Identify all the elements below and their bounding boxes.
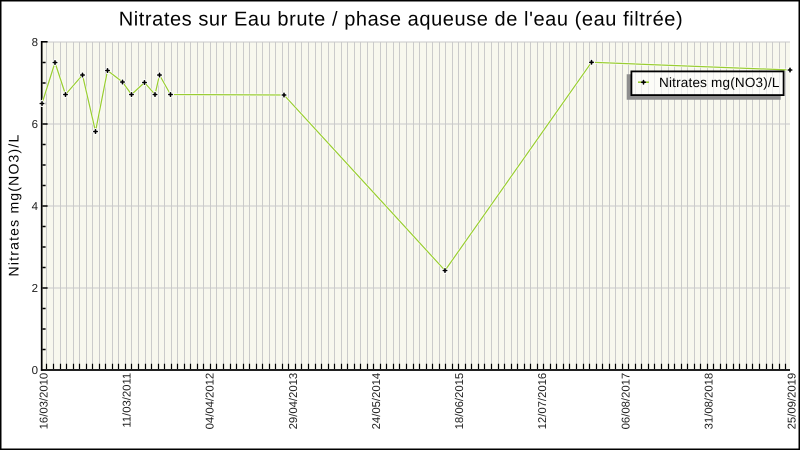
- svg-text:0: 0: [32, 365, 38, 377]
- svg-text:16/03/2010: 16/03/2010: [39, 373, 51, 430]
- svg-text:25/09/2019: 25/09/2019: [787, 373, 799, 430]
- svg-text:06/08/2017: 06/08/2017: [620, 373, 632, 430]
- svg-text:Nitrates mg(NO3)/L: Nitrates mg(NO3)/L: [6, 134, 22, 277]
- svg-text:Nitrates sur Eau brute / phase: Nitrates sur Eau brute / phase aqueuse d…: [119, 9, 683, 31]
- svg-text:4: 4: [32, 201, 39, 213]
- svg-text:6: 6: [32, 119, 38, 131]
- svg-text:04/04/2012: 04/04/2012: [205, 373, 217, 430]
- svg-text:11/03/2011: 11/03/2011: [122, 373, 134, 428]
- svg-text:24/05/2014: 24/05/2014: [371, 373, 383, 430]
- svg-text:31/08/2018: 31/08/2018: [703, 373, 715, 430]
- svg-text:12/07/2016: 12/07/2016: [537, 373, 549, 430]
- svg-text:8: 8: [32, 37, 38, 49]
- svg-text:18/06/2015: 18/06/2015: [454, 373, 466, 430]
- svg-text:2: 2: [32, 283, 38, 295]
- svg-text:Nitrates mg(NO3)/L: Nitrates mg(NO3)/L: [659, 75, 780, 90]
- svg-text:29/04/2013: 29/04/2013: [288, 373, 300, 430]
